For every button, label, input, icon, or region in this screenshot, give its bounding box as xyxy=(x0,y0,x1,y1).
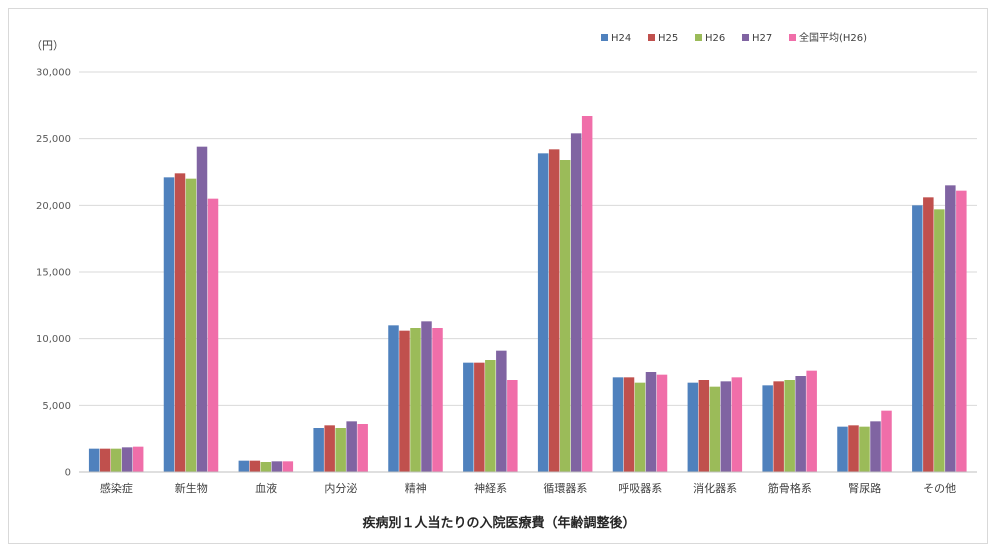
bar-H25 xyxy=(848,425,859,472)
y-unit-label: （円） xyxy=(31,39,64,52)
chart-title: 疾病別１人当たりの入院医療費（年齢調整後） xyxy=(362,515,635,531)
legend: H24 H25 H26 H27 全国平均(H26) xyxy=(601,31,867,44)
bar-全国平均(H26) xyxy=(881,410,892,472)
bar-H24 xyxy=(163,177,175,473)
x-tick-label: 感染症 xyxy=(100,481,133,495)
bar-H26 xyxy=(559,160,571,472)
legend-swatch xyxy=(789,34,796,41)
bar-series xyxy=(88,116,967,473)
y-tick-label: 25,000 xyxy=(36,134,71,145)
bar-全国平均(H26) xyxy=(207,198,219,472)
bar-H27 xyxy=(720,381,732,472)
bar-H25 xyxy=(99,448,111,472)
x-tick-label: 新生物 xyxy=(175,481,208,495)
bar-H26 xyxy=(335,428,346,472)
bar-H25 xyxy=(474,362,485,472)
x-axis: 感染症 新生物 血液 内分泌 精神 神経系 循環器系 呼吸器系 消化器系 筋骨格系 腎尿路 その他 xyxy=(79,471,977,495)
bar-H27 xyxy=(645,372,657,472)
bar-全国平均(H26) xyxy=(132,446,144,472)
legend-label: H26 xyxy=(705,33,725,44)
bar-H26 xyxy=(634,382,646,472)
bar-H26 xyxy=(859,426,870,472)
bar-H27 xyxy=(945,185,956,473)
bar-H27 xyxy=(121,447,133,472)
gridlines xyxy=(79,71,977,473)
bar-H24 xyxy=(912,205,923,473)
bar-H25 xyxy=(698,380,710,472)
bar-全国平均(H26) xyxy=(357,424,368,472)
x-tick-label: 精神 xyxy=(405,481,427,495)
bar-H24 xyxy=(762,385,773,472)
bar-全国平均(H26) xyxy=(806,370,817,472)
bar-H26 xyxy=(260,462,272,472)
bar-H27 xyxy=(421,321,432,472)
bar-H24 xyxy=(837,426,848,472)
bar-H27 xyxy=(870,421,881,472)
bar-全国平均(H26) xyxy=(731,377,743,472)
bar-H27 xyxy=(496,350,507,472)
bar-H25 xyxy=(324,425,335,472)
y-tick-label: 30,000 xyxy=(36,68,71,79)
bar-H25 xyxy=(923,197,934,473)
bar-全国平均(H26) xyxy=(956,190,967,472)
bar-chart: 0 5,000 10,000 15,000 20,000 25,000 30,000 感染症… xyxy=(31,31,977,531)
bar-H26 xyxy=(110,448,122,472)
bar-H24 xyxy=(88,448,100,472)
bar-H27 xyxy=(346,421,357,472)
bar-H24 xyxy=(612,377,624,472)
chart-frame: 0 5,000 10,000 15,000 20,000 25,000 30,000 感染症… xyxy=(8,8,988,544)
bar-H27 xyxy=(570,133,582,472)
bar-H26 xyxy=(784,380,795,472)
y-tick-label: 5,000 xyxy=(42,401,71,412)
bar-H25 xyxy=(623,377,635,472)
legend-swatch xyxy=(742,34,749,41)
bar-全国平均(H26) xyxy=(581,116,593,472)
x-tick-label: 血液 xyxy=(255,481,277,495)
bar-H24 xyxy=(238,460,250,472)
x-tick-label: 消化器系 xyxy=(693,481,737,495)
legend-label: H27 xyxy=(752,33,772,44)
x-tick-label: 筋骨格系 xyxy=(768,481,812,495)
legend-label: 全国平均(H26) xyxy=(799,31,867,44)
bar-H26 xyxy=(185,178,197,472)
bar-H27 xyxy=(271,461,283,472)
bar-H24 xyxy=(687,382,699,472)
bar-H25 xyxy=(249,460,261,472)
bar-H25 xyxy=(174,173,186,473)
bar-H25 xyxy=(773,381,784,472)
bar-全国平均(H26) xyxy=(282,461,294,472)
x-tick-label: 呼吸器系 xyxy=(618,482,662,495)
bar-全国平均(H26) xyxy=(656,374,668,472)
y-tick-label: 10,000 xyxy=(36,334,71,345)
bar-H26 xyxy=(410,328,421,472)
bar-H24 xyxy=(388,325,399,472)
y-tick-label: 20,000 xyxy=(36,201,71,212)
x-tick-label: 循環器系 xyxy=(543,482,587,495)
bar-全国平均(H26) xyxy=(432,328,443,472)
legend-swatch xyxy=(695,34,702,41)
bar-H24 xyxy=(313,428,324,472)
x-tick-label: 内分泌 xyxy=(324,481,357,495)
bar-H26 xyxy=(934,209,945,473)
legend-label: H24 xyxy=(611,33,631,44)
x-tick-label: 神経系 xyxy=(474,481,507,495)
y-axis: 0 5,000 10,000 15,000 20,000 25,000 30,000 xyxy=(36,68,71,479)
bar-H26 xyxy=(709,386,721,472)
x-tick-label: 腎尿路 xyxy=(848,482,881,495)
legend-label: H25 xyxy=(658,33,678,44)
legend-swatch xyxy=(601,34,608,41)
x-tick-label: その他 xyxy=(923,482,956,495)
bar-H24 xyxy=(537,153,549,473)
y-tick-label: 15,000 xyxy=(36,268,71,279)
bar-H26 xyxy=(485,360,496,472)
bar-H27 xyxy=(795,376,806,472)
bar-H25 xyxy=(548,149,560,473)
bar-H24 xyxy=(463,362,474,472)
bar-H25 xyxy=(399,330,410,472)
y-tick-label: 0 xyxy=(65,468,71,479)
bar-全国平均(H26) xyxy=(507,380,518,472)
legend-swatch xyxy=(648,34,655,41)
bar-H27 xyxy=(196,146,208,472)
